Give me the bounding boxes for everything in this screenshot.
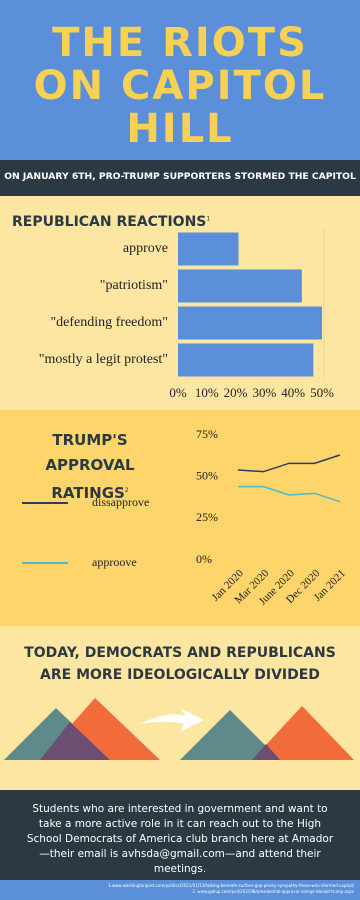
main-title: THE RIOTS ON CAPITOL HILL	[33, 20, 327, 152]
legend-label: dissapprove	[92, 495, 149, 509]
banner: ON JANUARY 6TH, PRO-TRUMP SUPPORTERS STO…	[0, 160, 360, 196]
y-tick-label: 25%	[196, 510, 218, 524]
chart-title-text: REPUBLICAN REACTIONS	[12, 214, 207, 230]
mountain	[252, 706, 354, 760]
bar	[178, 343, 314, 377]
title-note: 1	[206, 215, 211, 223]
x-tick-label: 30%	[252, 385, 276, 400]
line	[237, 454, 341, 473]
chart-title-text: TRUMP'S APPROVAL RATINGS	[45, 431, 135, 502]
sources: 1.www.washingtonpost.com/politics/2021/0…	[0, 880, 360, 900]
divided-headline: TODAY, DEMOCRATS AND REPUBLICANS ARE MOR…	[24, 645, 336, 683]
y-tick-label: 0%	[196, 552, 212, 566]
category-label: approve	[123, 241, 168, 256]
mountain	[180, 710, 280, 760]
x-tick-label: 10%	[195, 385, 219, 400]
arrow	[140, 708, 204, 732]
footer: Students who are interested in governmen…	[0, 790, 360, 880]
bar	[178, 269, 302, 303]
mountain-overlap	[40, 722, 110, 760]
category-label: "patriotism"	[100, 278, 168, 293]
source-list: 1.www.washingtonpost.com/politics/2021/0…	[108, 883, 354, 895]
title-note: 2	[124, 487, 129, 494]
bar	[178, 306, 322, 340]
bar-chart: 0% 10% 20% 30% 40% 50% approve "patriotism" "def…	[39, 228, 334, 400]
header: THE RIOTS ON CAPITOL HILL	[0, 0, 360, 160]
x-tick-label: 0%	[169, 385, 187, 400]
y-tick-label: 50%	[196, 468, 218, 482]
approval-section: TRUMP'S APPROVAL RATINGS2 0% 25% 50% 75% Jan…	[0, 410, 360, 626]
mountain-overlap	[252, 744, 280, 760]
category-label: "mostly a legit protest"	[39, 352, 168, 367]
source: 2. www.gallup.com/poll/203198/presidenti…	[192, 889, 354, 894]
footer-text: Students who are interested in governmen…	[26, 803, 334, 875]
category-label: "defending freedom"	[50, 315, 168, 330]
mountains-illustration	[4, 698, 354, 760]
y-tick-label: 75%	[196, 427, 218, 441]
banner-text: ON JANUARY 6TH, PRO-TRUMP SUPPORTERS STO…	[4, 171, 356, 182]
reactions-section: REPUBLICAN REACTIONS1 0% 10% 20% 30% 40% 50% a…	[0, 196, 360, 410]
bar	[178, 232, 239, 266]
divided-section: TODAY, DEMOCRATS AND REPUBLICANS ARE MOR…	[0, 626, 360, 790]
chart-title: TRUMP'S APPROVAL RATINGS2	[30, 428, 150, 506]
x-tick-label: 50%	[310, 385, 334, 400]
x-tick-label: 20%	[224, 385, 248, 400]
x-tick-label: 40%	[281, 385, 305, 400]
source: 1.www.washingtonpost.com/politics/2021/0…	[108, 883, 354, 888]
line	[238, 485, 341, 503]
legend-label: approove	[92, 555, 137, 569]
chart-title: REPUBLICAN REACTIONS1	[12, 214, 210, 230]
